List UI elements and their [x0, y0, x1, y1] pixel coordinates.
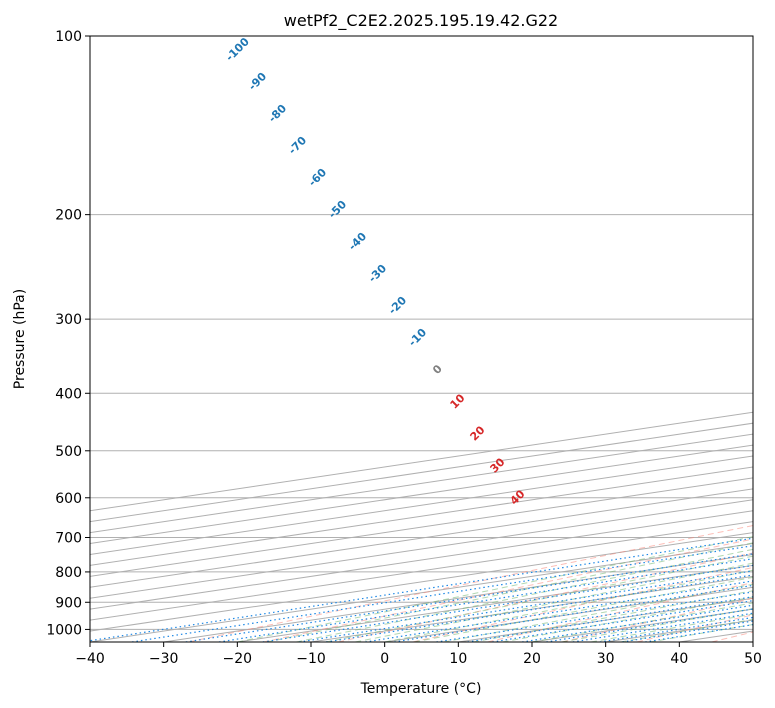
dry-adiabat	[412, 566, 753, 642]
isotherm-line	[679, 630, 753, 642]
moist-adiabat	[502, 596, 753, 642]
moist-adiabat	[296, 548, 753, 642]
mixing-ratio-line	[185, 553, 753, 642]
dry-adiabat	[636, 614, 753, 642]
y-axis-label: Pressure (hPa)	[12, 289, 28, 389]
mixing-ratio-line	[90, 537, 753, 642]
moist-adiabat	[266, 542, 753, 642]
isotherm-label: -100	[223, 35, 252, 64]
isotherm-line	[90, 510, 753, 610]
isotherm-label: -90	[246, 70, 269, 93]
x-axis-label: Temperature (°C)	[360, 681, 482, 697]
mixing-ratio-line	[599, 616, 753, 642]
isotherm-line	[90, 422, 753, 523]
isotherm-line	[90, 477, 753, 577]
isotherm-label: 20	[468, 423, 488, 443]
mixing-ratio-line	[365, 580, 753, 642]
y-tick-label: 300	[55, 312, 82, 328]
dry-adiabat	[188, 525, 753, 642]
isotherm-label: -30	[366, 262, 389, 285]
isotherm-label: -40	[346, 230, 369, 253]
mixing-ratio-line	[131, 545, 753, 642]
x-tick-label: 20	[523, 651, 541, 667]
isotherm-line	[90, 444, 753, 545]
x-tick-label: −10	[296, 651, 326, 667]
isotherm-label: -60	[306, 166, 329, 189]
x-tick-label: 10	[449, 651, 467, 667]
x-tick-label: −20	[223, 651, 253, 667]
chart-title: wetPf2_C2E2.2025.195.19.42.G22	[284, 11, 558, 31]
x-tick-label: −40	[75, 651, 105, 667]
isotherm-label: -20	[386, 294, 409, 317]
isotherm-label: 10	[448, 391, 468, 411]
y-tick-label: 800	[55, 565, 82, 581]
mixing-ratio-line	[326, 574, 753, 642]
moist-adiabat	[414, 576, 753, 642]
dry-adiabat	[711, 631, 753, 642]
mixing-ratio-line	[522, 604, 753, 642]
isotherm-line	[90, 521, 753, 621]
isotherm-line	[90, 499, 753, 599]
isotherm-line	[384, 586, 753, 642]
moist-adiabat	[237, 536, 753, 642]
moist-adiabat	[531, 602, 753, 642]
isotherm-label: 30	[488, 455, 508, 475]
y-tick-label: 900	[55, 595, 82, 611]
mixing-ratio-line	[572, 612, 753, 642]
x-tick-label: 30	[597, 651, 615, 667]
isotherm-line	[458, 597, 753, 642]
isotherm-label: -10	[406, 326, 429, 349]
isotherm-label: 0	[430, 362, 445, 377]
isotherm-label: -50	[326, 198, 349, 221]
moist-adiabat	[384, 569, 753, 642]
y-tick-label: 700	[55, 531, 82, 547]
isotherm-line	[90, 532, 753, 632]
y-tick-label: 100	[55, 29, 82, 45]
dry-adiabat	[263, 538, 753, 642]
isotherm-line	[90, 433, 753, 534]
x-tick-label: −30	[149, 651, 179, 667]
isotherm-line	[90, 543, 753, 642]
isotherm-line	[531, 608, 753, 642]
isotherm-line	[90, 466, 753, 566]
isotherm-line	[90, 488, 753, 588]
isotherm-label: -70	[286, 134, 309, 157]
moist-adiabat	[473, 590, 753, 642]
moist-adiabat	[443, 583, 753, 642]
dry-adiabat	[487, 582, 753, 642]
isotherm-label: -80	[266, 102, 289, 125]
y-tick-label: 400	[55, 386, 82, 402]
y-tick-label: 500	[55, 444, 82, 460]
x-tick-label: 0	[380, 651, 389, 667]
plot-frame	[89, 35, 754, 643]
isotherm-line	[752, 641, 753, 642]
x-tick-label: 40	[670, 651, 688, 667]
mixing-ratio-line	[546, 608, 753, 642]
x-tick-label: 50	[744, 651, 762, 667]
moist-adiabat	[325, 555, 753, 642]
y-tick-label: 1000	[46, 622, 82, 638]
y-tick-label: 600	[55, 491, 82, 507]
y-tick-label: 200	[55, 208, 82, 224]
mixing-ratio-line	[492, 599, 753, 642]
moist-adiabat	[620, 618, 753, 642]
isotherm-line	[90, 455, 753, 555]
isotherm-line	[90, 411, 753, 512]
